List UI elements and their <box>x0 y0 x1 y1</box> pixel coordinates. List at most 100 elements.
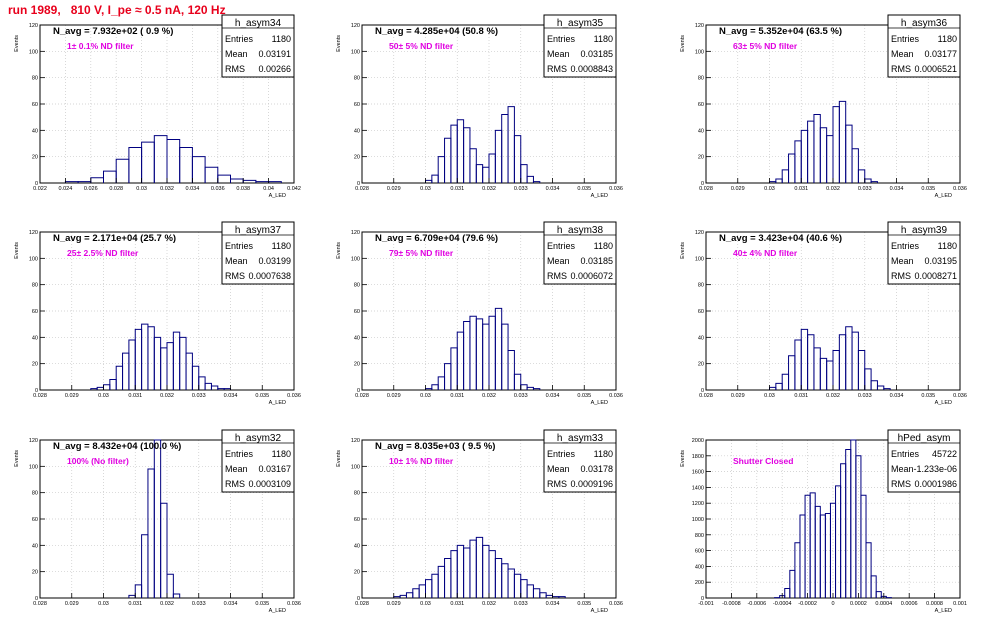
histogram-bin <box>513 573 522 598</box>
x-tick-label: 0.0002 <box>850 601 867 607</box>
histogram-bin <box>482 166 490 183</box>
histogram-bin <box>788 355 796 390</box>
x-tick-label: 0.032 <box>826 186 840 192</box>
panel-title: N_avg = 3.423e+04 (40.6 %) <box>719 233 842 244</box>
histogram-bin <box>870 181 878 183</box>
x-tick-label: 0.028 <box>699 393 713 399</box>
x-tick-label: 0.029 <box>65 601 79 607</box>
y-tick-label: 80 <box>354 76 360 82</box>
histogram-bin <box>412 588 420 598</box>
histogram-bin <box>832 350 840 390</box>
histogram-panel-hPed_asym: -0.001 -0.0008 -0.0006 -0.0004 -0.0002 0 0.000… <box>680 429 967 614</box>
filter-annotation: 50± 5% ND filter <box>389 41 454 51</box>
filter-annotation: 10± 1% ND filter <box>389 456 454 466</box>
histogram-bin <box>230 178 244 183</box>
x-tick-label: 0.033 <box>858 393 872 399</box>
histogram-bin <box>804 494 811 598</box>
histogram-bin <box>532 388 541 390</box>
histogram-bin <box>147 468 155 598</box>
y-tick-label: 100 <box>29 464 38 470</box>
y-tick-label: 1800 <box>692 454 704 460</box>
stats-label: RMS <box>225 271 245 281</box>
stats-label: RMS <box>891 479 911 489</box>
histogram-bin <box>794 542 801 598</box>
histogram-bin <box>781 169 790 183</box>
histogram-panel-h_asym39: 0.028 0.029 0.03 0.031 0.032 0.033 0.034 0.035 0… <box>680 221 967 406</box>
x-tick-label: 0.001 <box>953 601 967 607</box>
histogram-bin <box>463 127 471 183</box>
x-tick-label: 0.029 <box>65 393 79 399</box>
histogram-bin <box>153 135 168 183</box>
x-tick-label: -0.0004 <box>773 601 792 607</box>
x-tick-label: 0.032 <box>160 186 174 192</box>
x-tick-label: 0.034 <box>546 186 560 192</box>
x-tick-label: 0.033 <box>858 186 872 192</box>
x-tick-label: 0.028 <box>109 186 123 192</box>
y-tick-label: 40 <box>354 335 360 341</box>
histogram-bin <box>450 550 458 598</box>
x-tick-label: 0.034 <box>224 601 238 607</box>
stats-label: Entries <box>891 449 920 459</box>
stats-name: h_asym34 <box>235 18 282 29</box>
stats-label: Mean <box>547 49 570 59</box>
x-tick-label: 0.036 <box>211 186 225 192</box>
x-tick-label: 0.035 <box>255 601 269 607</box>
panel-title: N_avg = 4.285e+04 (50.8 %) <box>375 26 498 37</box>
histogram-bin <box>501 114 509 183</box>
histogram-bin <box>845 124 853 183</box>
histogram-bin <box>789 569 796 598</box>
x-tick-label: 0.034 <box>224 393 238 399</box>
histogram-bin <box>166 342 174 390</box>
y-tick-label: 40 <box>32 543 38 549</box>
x-axis-label: A_LED <box>935 400 952 406</box>
x-tick-label: 0.036 <box>953 186 967 192</box>
x-axis-label: A_LED <box>269 608 286 614</box>
y-tick-label: 0 <box>357 181 360 187</box>
x-tick-label: 0.029 <box>387 601 401 607</box>
stats-box <box>887 221 961 285</box>
histogram-bin <box>807 334 815 390</box>
y-axis-label: Events <box>14 35 20 52</box>
y-axis-label: Events <box>680 242 686 259</box>
histogram-bin <box>191 365 200 390</box>
histogram-bin <box>813 114 821 183</box>
y-tick-label: 100 <box>695 256 704 262</box>
stats-value: 1180 <box>594 449 613 459</box>
histogram-bin <box>141 323 149 390</box>
x-tick-label: 0.032 <box>160 393 174 399</box>
x-tick-label: -0.0002 <box>798 601 817 607</box>
x-tick-label: 0.032 <box>160 601 174 607</box>
histogram-bin <box>870 575 877 598</box>
x-tick-label: 0.0008 <box>926 601 943 607</box>
histogram-bin <box>857 350 866 390</box>
stats-value: 0.03177 <box>924 49 957 59</box>
histogram-bin <box>172 331 181 390</box>
stats-value: 0.00266 <box>258 64 291 74</box>
y-axis-label: Events <box>14 242 20 259</box>
x-axis-label: A_LED <box>269 400 286 406</box>
x-tick-label: 0.028 <box>355 601 369 607</box>
x-tick-label: 0.033 <box>514 186 528 192</box>
histogram-bin <box>857 169 866 183</box>
histogram-bin <box>520 164 528 183</box>
histogram-bin <box>185 352 193 390</box>
histogram-panel-h_asym32: 0.028 0.029 0.03 0.031 0.032 0.033 0.034 0.035 0… <box>14 429 301 614</box>
y-tick-label: 40 <box>32 335 38 341</box>
run-title: run 1989, 810 V, I_pe ≈ 0.5 nA, 120 Hz <box>8 3 226 17</box>
stats-label: Mean <box>547 256 570 266</box>
histogram-bin <box>814 505 821 598</box>
histogram-bin <box>103 384 111 390</box>
histogram-bin <box>103 170 117 183</box>
y-tick-label: 0 <box>701 388 704 394</box>
histogram-bin <box>838 100 847 183</box>
x-tick-label: 0.033 <box>192 393 206 399</box>
y-tick-label: 20 <box>354 362 360 368</box>
y-tick-label: 120 <box>351 23 360 29</box>
y-tick-label: 1000 <box>692 517 704 523</box>
y-tick-label: 200 <box>695 580 704 586</box>
x-tick-label: 0.029 <box>387 393 401 399</box>
stats-value: 0.0007638 <box>248 271 291 281</box>
y-tick-label: 0 <box>701 181 704 187</box>
y-tick-label: 0 <box>357 596 360 602</box>
stats-value: 0.03185 <box>580 49 613 59</box>
